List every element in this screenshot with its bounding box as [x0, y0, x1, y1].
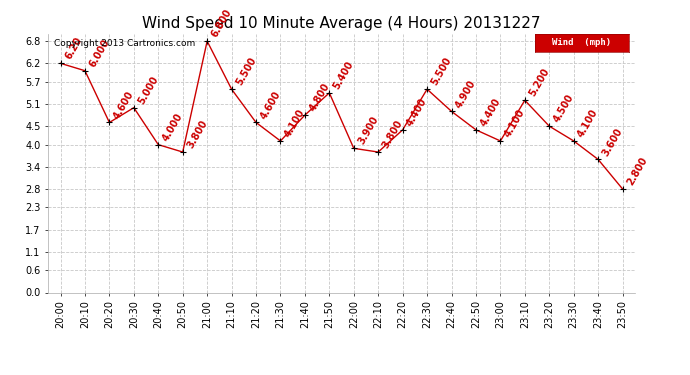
- Text: 2.800: 2.800: [625, 155, 649, 187]
- Text: 5.500: 5.500: [234, 56, 258, 87]
- Text: 4.000: 4.000: [161, 111, 185, 143]
- Text: 4.100: 4.100: [576, 108, 600, 139]
- Text: 5.200: 5.200: [527, 67, 551, 99]
- Text: 4.800: 4.800: [307, 81, 331, 113]
- Text: 3.800: 3.800: [185, 118, 209, 150]
- Text: Copyright 2013 Cartronics.com: Copyright 2013 Cartronics.com: [55, 39, 195, 48]
- Text: 5.000: 5.000: [137, 74, 160, 106]
- Text: 3.900: 3.900: [356, 115, 380, 147]
- Text: 4.100: 4.100: [503, 108, 527, 139]
- Text: 6.000: 6.000: [88, 37, 112, 69]
- Text: 4.100: 4.100: [283, 108, 307, 139]
- Title: Wind Speed 10 Minute Average (4 Hours) 20131227: Wind Speed 10 Minute Average (4 Hours) 2…: [142, 16, 541, 31]
- Text: 5.500: 5.500: [429, 56, 453, 87]
- Text: 4.400: 4.400: [405, 96, 429, 128]
- Text: 4.400: 4.400: [478, 96, 502, 128]
- Text: 6.20: 6.20: [63, 36, 83, 62]
- Text: 4.900: 4.900: [454, 78, 478, 110]
- Text: 4.500: 4.500: [552, 93, 575, 124]
- Text: 5.400: 5.400: [332, 59, 356, 91]
- Text: 3.600: 3.600: [600, 126, 624, 158]
- Text: 4.600: 4.600: [112, 89, 136, 121]
- Text: 3.800: 3.800: [381, 118, 405, 150]
- Text: 4.600: 4.600: [259, 89, 282, 121]
- Text: 6.800: 6.800: [210, 8, 234, 39]
